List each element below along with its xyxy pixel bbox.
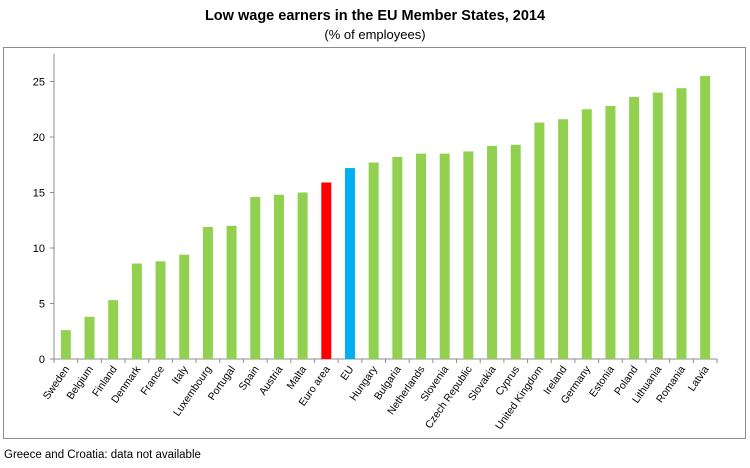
bar-euro-area [321, 182, 332, 359]
y-tick-label: 20 [33, 132, 45, 144]
bar-france [155, 261, 166, 359]
bar-slovenia [439, 153, 450, 359]
footnote: Greece and Croatia: data not available [4, 449, 201, 461]
bar-bulgaria [392, 156, 403, 359]
bar-belgium [84, 316, 95, 359]
y-tick-label: 25 [33, 77, 45, 89]
bar-malta [297, 192, 308, 359]
x-category-label: Latvia [686, 364, 712, 394]
y-tick-label: 0 [39, 354, 45, 366]
bar-eu [344, 168, 355, 359]
bar-germany [581, 109, 592, 359]
bar-ireland [558, 119, 569, 360]
bar-poland [629, 97, 640, 359]
bar-romania [676, 88, 687, 359]
chart-subtitle: (% of employees) [324, 27, 426, 42]
bar-portugal [226, 225, 237, 359]
bar-latvia [700, 75, 711, 359]
chart-frame [3, 47, 746, 439]
bar-czech-republic [463, 151, 474, 359]
bar-austria [273, 194, 284, 359]
x-category-label: Estonia [587, 364, 617, 400]
y-tick-label: 15 [33, 188, 45, 200]
chart-title: Low wage earners in the EU Member States… [204, 8, 546, 24]
bar-denmark [131, 263, 142, 359]
bar-spain [250, 196, 261, 359]
x-category-label: France [138, 364, 167, 398]
x-category-label: EU [338, 364, 356, 383]
y-tick-label: 5 [39, 299, 45, 311]
bar-slovakia [487, 145, 498, 359]
y-tick-label: 10 [33, 243, 45, 255]
bar-cyprus [510, 144, 521, 359]
bar-netherlands [416, 153, 427, 359]
bar-italy [179, 254, 190, 359]
bar-luxembourg [202, 226, 213, 359]
bar-united-kingdom [534, 122, 545, 359]
bar-hungary [368, 162, 379, 359]
bar-lithuania [652, 92, 663, 359]
x-category-label: Italy [170, 363, 191, 386]
bar-estonia [605, 105, 616, 359]
bar-finland [108, 300, 119, 359]
x-category-label: Austria [257, 364, 286, 398]
bar-sweden [60, 330, 71, 359]
